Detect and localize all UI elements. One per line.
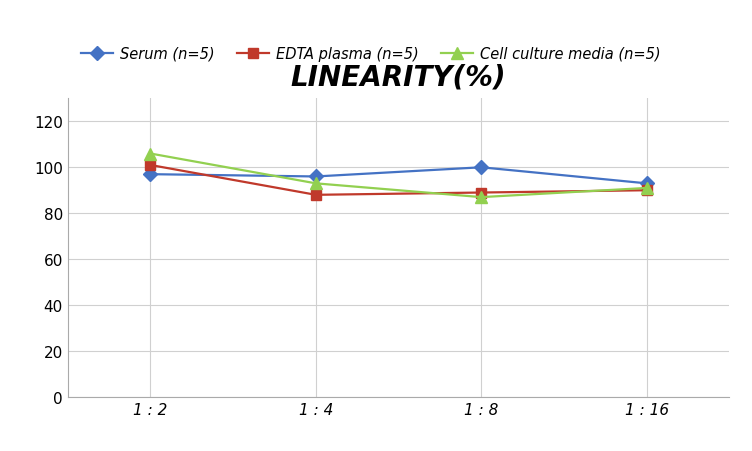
Cell culture media (n=5) xyxy=(477,195,486,200)
Line: Serum (n=5): Serum (n=5) xyxy=(146,163,651,189)
Serum (n=5) xyxy=(311,175,320,180)
EDTA plasma (n=5) xyxy=(642,188,651,193)
Serum (n=5) xyxy=(477,165,486,170)
Cell culture media (n=5) xyxy=(311,181,320,187)
Title: LINEARITY(%): LINEARITY(%) xyxy=(291,64,506,92)
Serum (n=5) xyxy=(146,172,155,178)
Legend: Serum (n=5), EDTA plasma (n=5), Cell culture media (n=5): Serum (n=5), EDTA plasma (n=5), Cell cul… xyxy=(75,41,666,68)
Serum (n=5) xyxy=(642,181,651,187)
Cell culture media (n=5) xyxy=(146,152,155,157)
Line: Cell culture media (n=5): Cell culture media (n=5) xyxy=(145,149,652,203)
EDTA plasma (n=5) xyxy=(311,193,320,198)
EDTA plasma (n=5) xyxy=(146,163,155,168)
Cell culture media (n=5) xyxy=(642,186,651,191)
Line: EDTA plasma (n=5): EDTA plasma (n=5) xyxy=(146,161,651,200)
EDTA plasma (n=5) xyxy=(477,190,486,196)
